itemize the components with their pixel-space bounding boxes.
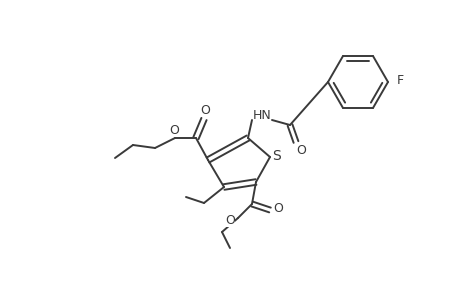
Text: O: O — [273, 202, 282, 214]
Text: O: O — [169, 124, 179, 136]
Text: O: O — [296, 143, 305, 157]
Text: S: S — [272, 149, 281, 163]
Text: F: F — [396, 74, 403, 86]
Text: O: O — [200, 103, 209, 116]
Text: O: O — [224, 214, 235, 226]
Text: HN: HN — [252, 109, 271, 122]
